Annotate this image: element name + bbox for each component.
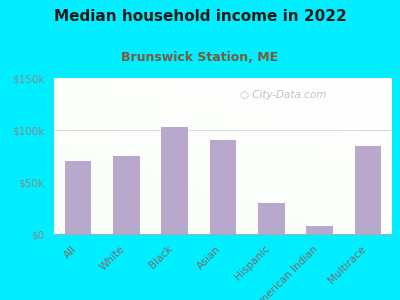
Bar [162, 127, 188, 234]
Text: Brunswick Station, ME: Brunswick Station, ME [122, 51, 278, 64]
Bar [113, 156, 140, 234]
Bar [210, 140, 236, 234]
Bar [354, 146, 381, 234]
Text: Median household income in 2022: Median household income in 2022 [54, 9, 346, 24]
Bar [258, 203, 284, 234]
Bar [65, 161, 92, 234]
Text: ○ City-Data.com: ○ City-Data.com [240, 91, 326, 100]
Bar [306, 226, 333, 234]
